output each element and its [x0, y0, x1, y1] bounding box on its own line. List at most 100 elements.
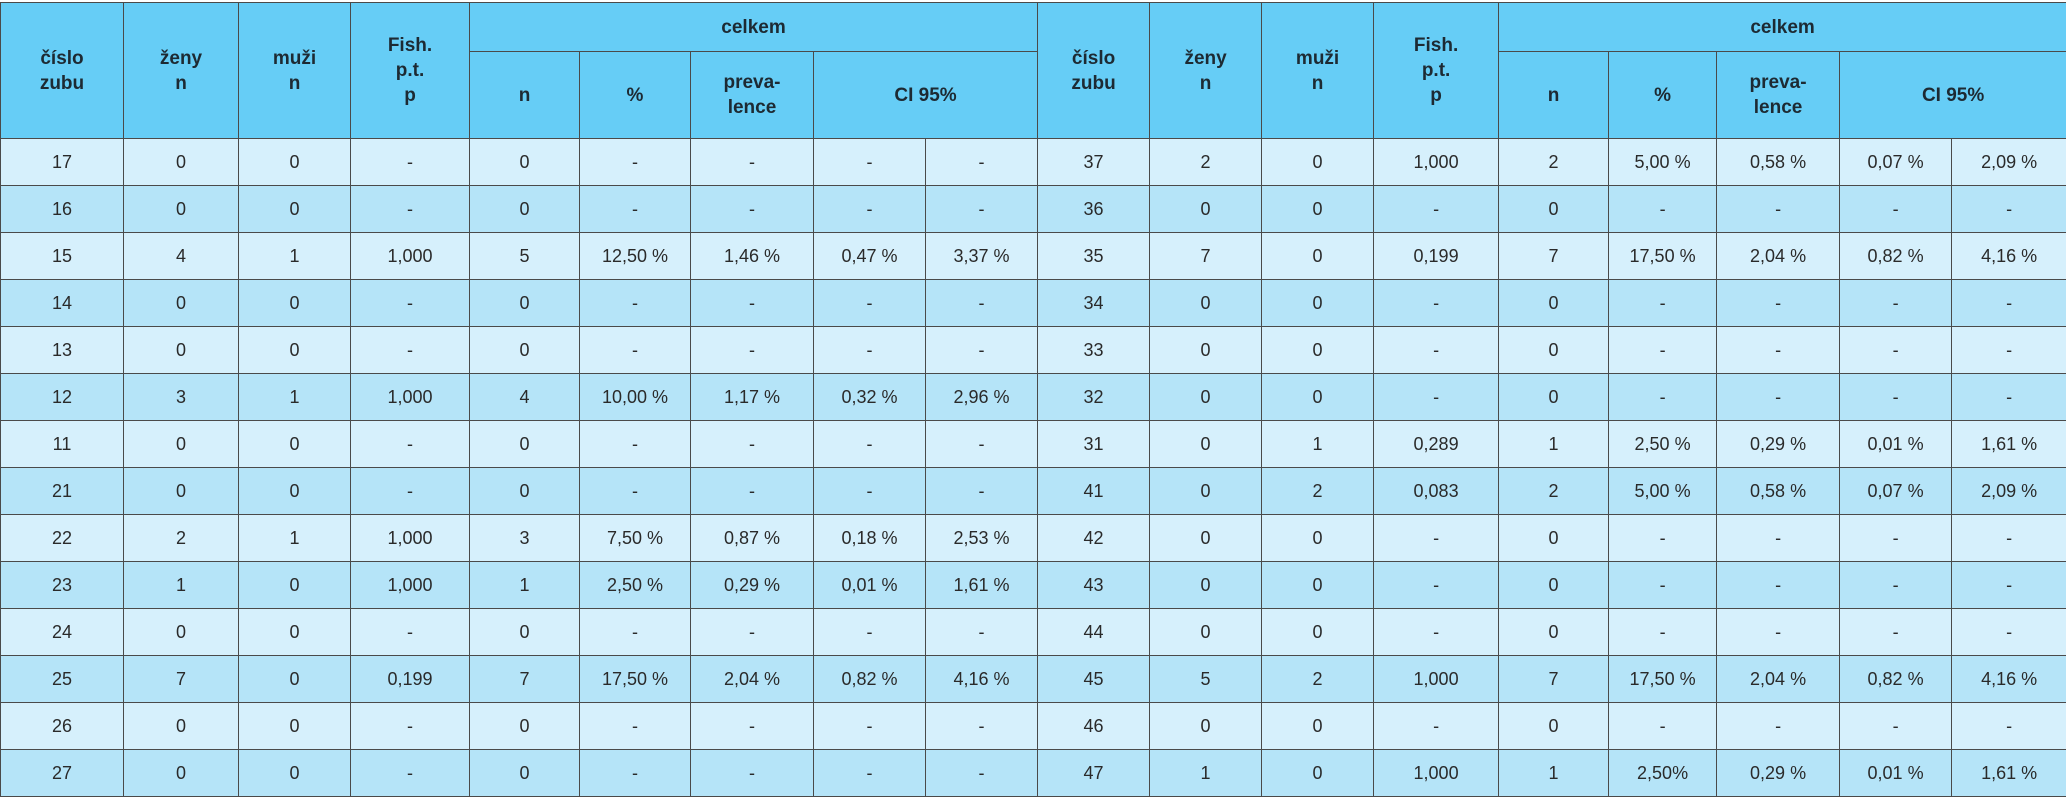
header-cell: n [1499, 52, 1609, 139]
table-cell: 2,09 % [1952, 468, 2066, 515]
table-cell: 0 [1499, 703, 1609, 750]
table-cell: 0 [470, 750, 580, 797]
table-cell: 1,61 % [1952, 750, 2066, 797]
header-text: CI 95% [1840, 83, 2066, 108]
table-cell: 0 [239, 703, 351, 750]
table-cell: 2 [1262, 468, 1374, 515]
table-cell: 0 [239, 562, 351, 609]
table-cell: 5,00 % [1609, 468, 1717, 515]
table-cell: 13 [1, 327, 124, 374]
table-cell: 0,289 [1374, 421, 1499, 468]
table-cell: - [1840, 515, 1952, 562]
table-cell: 1 [124, 562, 239, 609]
table-cell: 0 [1262, 186, 1374, 233]
header-text: n [1262, 71, 1373, 96]
table-cell: - [1609, 609, 1717, 656]
table-cell: 47 [1038, 750, 1150, 797]
table-cell: 4,16 % [1952, 233, 2066, 280]
table-cell: - [1374, 562, 1499, 609]
table-cell: - [926, 468, 1038, 515]
table-cell: 0 [1262, 139, 1374, 186]
table-cell: - [691, 468, 814, 515]
header-text: preva- [691, 70, 813, 95]
table-cell: 5 [470, 233, 580, 280]
table-cell: - [351, 468, 470, 515]
table-cell: - [1717, 186, 1840, 233]
table-cell: - [580, 421, 691, 468]
table-cell: 1,000 [351, 562, 470, 609]
table-cell: - [1840, 703, 1952, 750]
table-cell: 0 [470, 703, 580, 750]
table-cell: 43 [1038, 562, 1150, 609]
table-cell: 0 [124, 186, 239, 233]
table-cell: - [1840, 374, 1952, 421]
header-text: p.t. [351, 58, 469, 83]
table-cell: - [351, 703, 470, 750]
header-text: CI 95% [814, 83, 1037, 108]
table-cell: 41 [1038, 468, 1150, 515]
header-text: číslo [1, 46, 123, 71]
table-cell: - [814, 750, 926, 797]
table-cell: 2,09 % [1952, 139, 2066, 186]
table-cell: - [1374, 609, 1499, 656]
table-cell: 0 [124, 327, 239, 374]
table-cell: 5,00 % [1609, 139, 1717, 186]
table-cell: 0 [124, 468, 239, 515]
table-cell: 1 [1150, 750, 1262, 797]
table-cell: 0,29 % [1717, 421, 1840, 468]
table-cell: 0,47 % [814, 233, 926, 280]
table-cell: 0 [1150, 609, 1262, 656]
table-cell: - [351, 750, 470, 797]
table-cell: - [1840, 609, 1952, 656]
table-cell: 15 [1, 233, 124, 280]
table-cell: 0 [470, 327, 580, 374]
table-cell: 1,000 [351, 515, 470, 562]
table-cell: - [1717, 562, 1840, 609]
header-text: n [1150, 71, 1261, 96]
table-cell: 2,50% [1609, 750, 1717, 797]
table-cell: 45 [1038, 656, 1150, 703]
table-cell: 17,50 % [580, 656, 691, 703]
header-text: muži [239, 46, 350, 71]
table-cell: 12 [1, 374, 124, 421]
header-cell: n [470, 52, 580, 139]
table-cell: 1 [470, 562, 580, 609]
table-cell: - [1609, 515, 1717, 562]
table-cell: 0 [239, 280, 351, 327]
header-text: % [1609, 83, 1716, 108]
table-cell: 1,17 % [691, 374, 814, 421]
header-text: ženy [124, 46, 238, 71]
table-cell: 0 [1499, 280, 1609, 327]
table-cell: 0 [1262, 233, 1374, 280]
table-cell: 1,000 [351, 233, 470, 280]
table-cell: 0 [1150, 327, 1262, 374]
header-text: Fish. [351, 33, 469, 58]
table-cell: 0 [1150, 468, 1262, 515]
table-cell: 2,50 % [580, 562, 691, 609]
table-cell: 35 [1038, 233, 1150, 280]
table-cell: - [1840, 280, 1952, 327]
table-cell: 2,04 % [691, 656, 814, 703]
table-cell: 0 [1150, 515, 1262, 562]
table-cell: - [814, 327, 926, 374]
table-cell: 3,37 % [926, 233, 1038, 280]
table-cell: - [691, 139, 814, 186]
table-cell: - [1374, 374, 1499, 421]
table-cell: - [1609, 374, 1717, 421]
table-cell: 0,32 % [814, 374, 926, 421]
table-cell: 0 [470, 421, 580, 468]
table-cell: 7 [1150, 233, 1262, 280]
table-cell: 7,50 % [580, 515, 691, 562]
table-cell: - [1609, 703, 1717, 750]
table-cell: 25 [1, 656, 124, 703]
header-text: n [239, 71, 350, 96]
table-cell: - [1952, 515, 2066, 562]
header-text: ženy [1150, 46, 1261, 71]
